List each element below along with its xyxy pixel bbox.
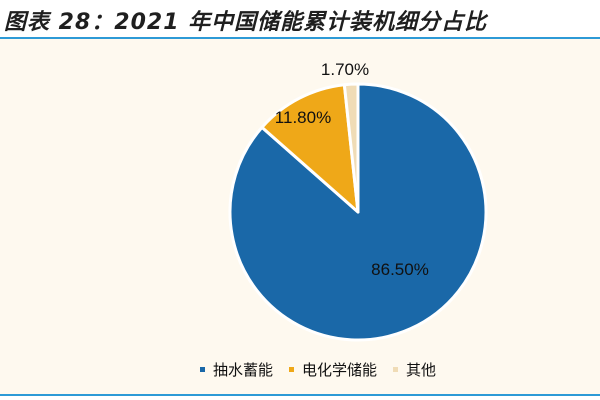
- legend-label-other: 其他: [406, 361, 437, 379]
- legend-swatch-pumped: [200, 367, 205, 372]
- legend-item-other: 其他: [393, 359, 436, 380]
- pie-label-pumped: 86.50%: [371, 260, 429, 279]
- legend-label-pumped: 抽水蓄能: [213, 361, 274, 379]
- legend-item-pumped: 抽水蓄能: [200, 359, 273, 380]
- legend-item-electro: 电化学储能: [289, 359, 377, 380]
- legend-label-electro: 电化学储能: [302, 361, 378, 379]
- chart-legend: 抽水蓄能 电化学储能 其他: [200, 359, 436, 380]
- chart-title: 图表 28：2021 年中国储能累计装机细分占比: [4, 10, 488, 35]
- legend-swatch-other: [393, 367, 399, 372]
- pie-slice-other: [342, 82, 360, 214]
- pie-label-electro: 11.80%: [275, 108, 331, 127]
- pie-label-other: 1.70%: [321, 60, 369, 79]
- legend-swatch-electro: [289, 367, 295, 372]
- bottom-divider: [0, 394, 600, 396]
- chart-panel: 86.50% 11.80% 1.70% 抽水蓄能 电化学储能 其他: [0, 39, 600, 394]
- title-divider: [0, 37, 600, 39]
- pie-slice-electro: [260, 83, 360, 214]
- pie-chart: 86.50% 11.80% 1.70%: [228, 60, 488, 342]
